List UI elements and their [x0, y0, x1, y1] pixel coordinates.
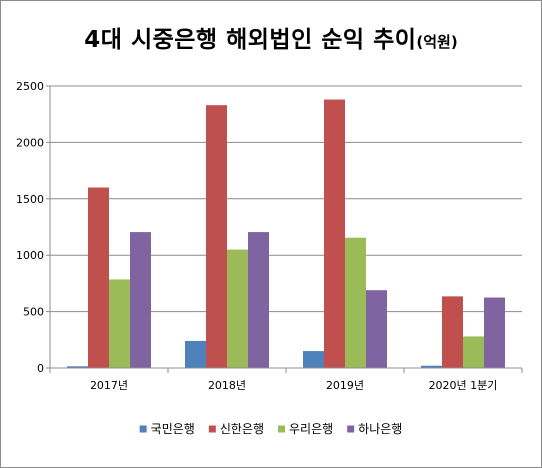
y-tick-label: 500: [23, 306, 44, 319]
x-tick-label: 2019년: [326, 379, 364, 392]
y-tick-label: 2000: [16, 136, 44, 149]
bars: [67, 99, 505, 369]
y-tick-label: 0: [37, 362, 44, 375]
legend-swatch: [278, 425, 285, 433]
legend-label: 국민은행: [151, 421, 195, 436]
bar-국민은행-2017년: [67, 366, 88, 368]
bar-우리은행-2019년: [345, 237, 366, 368]
bar-하나은행-2020년 1분기: [484, 297, 505, 368]
bar-하나은행-2018년: [248, 232, 269, 368]
x-axis-ticks: 2017년 2018년 2019년 2020년 1분기: [49, 368, 523, 392]
legend-label: 우리은행: [289, 421, 333, 436]
chart-title-main: 4대 시중은행 해외법인 순익 추이: [84, 27, 417, 53]
chart-title: 4대 시중은행 해외법인 순익 추이(억원): [0, 20, 542, 54]
bar-하나은행-2017년: [130, 232, 151, 368]
legend-label: 하나은행: [358, 421, 402, 436]
bar-하나은행-2019년: [366, 290, 387, 368]
legend-swatch: [139, 425, 147, 433]
y-tick-label: 1500: [16, 193, 44, 206]
bar-우리은행-2017년: [109, 279, 130, 368]
legend-label: 신한은행: [220, 421, 264, 436]
gridlines: [50, 85, 522, 313]
legend-swatch: [347, 425, 355, 433]
x-tick-label: 2018년: [208, 379, 246, 392]
bar-우리은행-2020년 1분기: [463, 336, 484, 368]
y-tick-label: 1000: [16, 249, 44, 262]
legend: 국민은행 신한은행 우리은행 하나은행: [139, 421, 402, 436]
bar-신한은행-2018년: [206, 105, 227, 369]
bar-신한은행-2020년 1분기: [442, 296, 463, 368]
y-tick-label: 2500: [16, 80, 44, 93]
x-tick-label: 2020년 1분기: [429, 379, 498, 392]
bar-우리은행-2018년: [227, 249, 248, 368]
y-axis-ticks: 0 500 1000 1500 2000 2500: [16, 80, 50, 375]
bar-신한은행-2019년: [324, 99, 345, 368]
x-tick-label: 2017년: [90, 379, 128, 392]
bar-국민은행-2019년: [303, 351, 324, 368]
bar-신한은행-2017년: [88, 187, 109, 368]
chart-title-unit: (억원): [416, 33, 458, 51]
legend-swatch: [208, 425, 216, 433]
bar-국민은행-2018년: [185, 340, 206, 368]
bar-국민은행-2020년 1분기: [421, 365, 442, 368]
